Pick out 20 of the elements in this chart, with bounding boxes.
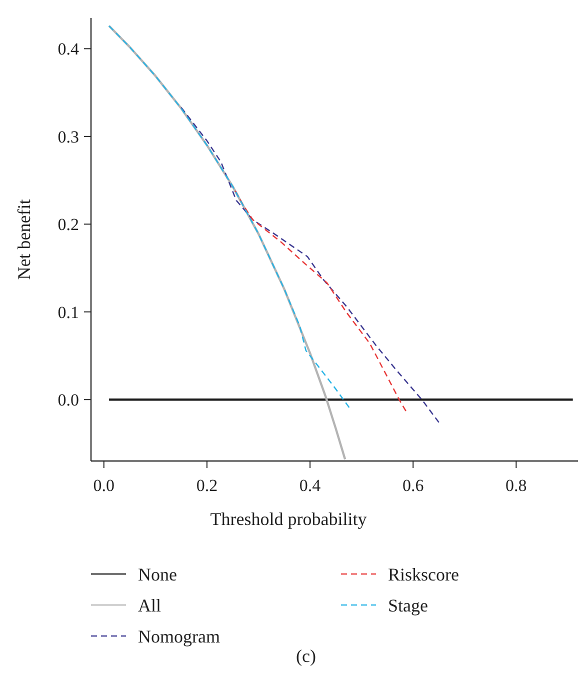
line-series (234, 190, 407, 412)
x-axis-title: Threshold probability (210, 509, 367, 529)
y-tick-label: 0.0 (58, 390, 79, 410)
text: (c) (296, 646, 316, 666)
x-tick-label: 0.4 (299, 476, 322, 495)
legend-label: All (138, 595, 162, 616)
y-tick-label: 0.3 (58, 127, 79, 146)
legend-label: Nomogram (138, 626, 220, 646)
y-tick-label: 0.1 (58, 302, 79, 322)
x-tick-label: 0.6 (402, 476, 424, 495)
legend-label: Riskscore (388, 564, 459, 584)
x-tick-label: 0.0 (93, 476, 115, 495)
x-tick-label: 0.8 (506, 476, 527, 495)
line-series (180, 106, 440, 424)
y-tick-label: 0.2 (58, 215, 79, 234)
x-tick-label: 0.2 (196, 476, 218, 495)
legend-label: None (138, 564, 177, 584)
legend-label: Stage (388, 595, 428, 616)
y-tick-label: 0.4 (58, 40, 80, 59)
y-axis-title: Net benefit (14, 199, 34, 280)
